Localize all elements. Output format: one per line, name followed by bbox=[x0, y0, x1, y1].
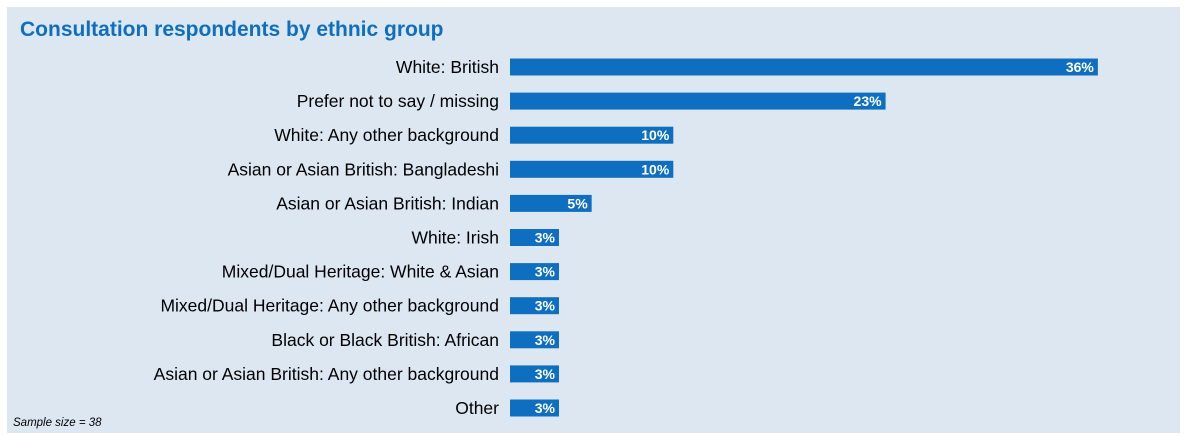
bar bbox=[510, 331, 559, 349]
bar bbox=[510, 229, 559, 246]
category-label: White: Irish bbox=[411, 228, 499, 248]
bar bbox=[510, 92, 886, 110]
bar-value-label: 3% bbox=[535, 332, 556, 348]
category-label: White: British bbox=[396, 57, 499, 77]
bar-value-label: 36% bbox=[1066, 59, 1095, 75]
bar-value-label: 3% bbox=[535, 400, 556, 416]
bar bbox=[510, 365, 559, 383]
bar bbox=[510, 126, 674, 144]
category-label: Asian or Asian British: Bangladeshi bbox=[228, 159, 499, 179]
bar-value-label: 10% bbox=[641, 127, 670, 143]
bar bbox=[510, 160, 674, 178]
category-label: Other bbox=[455, 398, 499, 418]
chart-title: Consultation respondents by ethnic group bbox=[20, 18, 444, 41]
bar bbox=[510, 297, 559, 315]
category-label: Prefer not to say / missing bbox=[297, 91, 499, 111]
bar-value-label: 3% bbox=[535, 230, 556, 246]
bar-value-label: 3% bbox=[535, 298, 556, 314]
bar bbox=[510, 263, 559, 281]
bar-value-label: 23% bbox=[854, 93, 883, 109]
sample-size-note: Sample size = 38 bbox=[13, 417, 102, 429]
category-label: Asian or Asian British: Any other backgr… bbox=[154, 364, 499, 384]
category-label: White: Any other background bbox=[274, 125, 499, 145]
category-label: Mixed/Dual Heritage: Any other backgroun… bbox=[160, 296, 499, 316]
bar bbox=[510, 399, 559, 417]
category-label: Asian or Asian British: Indian bbox=[276, 193, 499, 213]
category-label: Mixed/Dual Heritage: White & Asian bbox=[222, 262, 499, 282]
bar-value-label: 3% bbox=[535, 366, 556, 382]
bar-value-label: 5% bbox=[567, 195, 588, 211]
bar bbox=[510, 194, 592, 212]
category-label: Black or Black British: African bbox=[271, 330, 499, 350]
bar-chart: White: British 36% Prefer not to say / mis… bbox=[154, 57, 1098, 418]
chart-panel: Consultation respondents by ethnic group… bbox=[7, 7, 1180, 433]
bar-value-label: 3% bbox=[535, 264, 556, 280]
bar-value-label: 10% bbox=[641, 161, 670, 177]
bar bbox=[510, 58, 1098, 76]
